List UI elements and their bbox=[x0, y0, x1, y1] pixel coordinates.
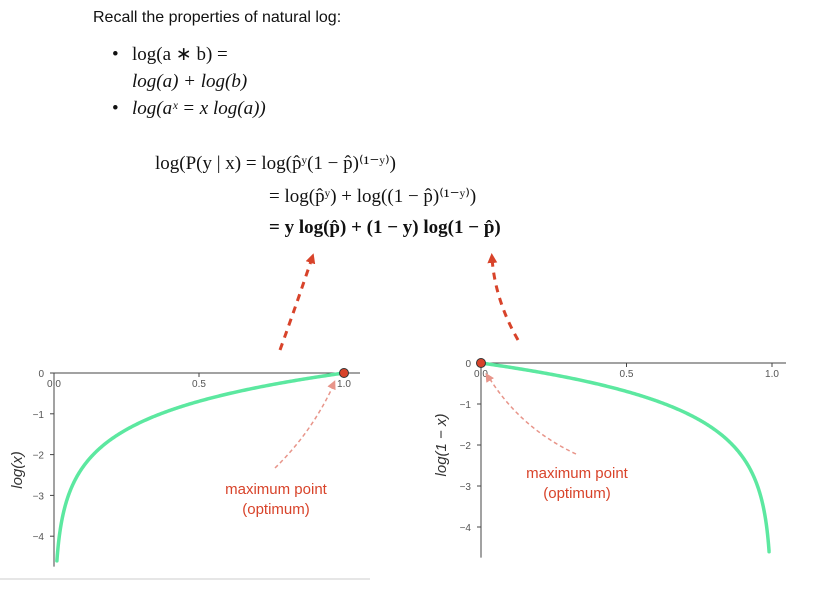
x-tick-label: 0.5 bbox=[620, 369, 634, 380]
y-tick-label: −1 bbox=[460, 400, 472, 411]
annotation-arrow bbox=[485, 372, 577, 455]
y-tick-label: −3 bbox=[460, 482, 472, 493]
y-tick-label: −2 bbox=[33, 451, 45, 462]
annotation-arrow bbox=[274, 380, 336, 469]
y-tick-label: −1 bbox=[33, 410, 45, 421]
y-tick-label: 0 bbox=[38, 369, 44, 380]
y-tick-label: −3 bbox=[33, 491, 45, 502]
derivation-line-2: = log(p̂ʸ) + log((1 − p̂)⁽¹⁻ʸ⁾) bbox=[269, 186, 477, 207]
annotation-line-2: (optimum) bbox=[242, 501, 310, 518]
y-axis-label: log(1 − x) bbox=[433, 414, 450, 477]
annotation-line-1: maximum point bbox=[526, 465, 629, 482]
maximum-point-marker bbox=[339, 368, 349, 378]
property-power: • log(aˣ = x log(a)) bbox=[112, 95, 266, 122]
y-tick-label: −4 bbox=[460, 523, 472, 534]
x-tick-label: 0.5 bbox=[192, 379, 206, 390]
arrow-to-log-phat bbox=[278, 253, 316, 351]
x-tick-label: 1.0 bbox=[765, 369, 779, 380]
property-product-line1: log(a ∗ b) = bbox=[132, 44, 228, 65]
annotation-line-2: (optimum) bbox=[543, 485, 611, 502]
intro-text: Recall the properties of natural log: bbox=[93, 9, 342, 26]
property-product-line2: log(a) + log(b) bbox=[132, 71, 248, 92]
chart-1: 0.0 0.5 1.0 0 −1 −2 −3 −4 log(x) maximum point (op… bbox=[0, 368, 370, 580]
chart-2: 0.0 0.5 1.0 0 −1 −2 −3 −4 log(1 − x) maximum poin… bbox=[433, 358, 786, 558]
bullet-marker: • bbox=[112, 44, 119, 65]
y-tick-label: 0 bbox=[465, 359, 471, 370]
y-tick-label: −4 bbox=[33, 532, 45, 543]
curve-series bbox=[479, 361, 771, 554]
x-tick-label: 0.0 bbox=[47, 379, 61, 390]
maximum-point-marker bbox=[476, 358, 486, 368]
annotation-line-1: maximum point bbox=[225, 481, 328, 498]
property-product: • log(a ∗ b) = log(a) + log(b) bbox=[112, 41, 266, 95]
derivation-line-3: = y log(p̂) + (1 − y) log(1 − p̂) bbox=[269, 217, 501, 238]
arrow-to-log-one-minus-phat bbox=[487, 253, 520, 341]
curve-series bbox=[55, 371, 346, 563]
y-tick-label: −2 bbox=[460, 441, 472, 452]
y-axis-label: log(x) bbox=[9, 451, 26, 489]
derivation-line-1: log(P(y | x) = log(p̂ʸ(1 − p̂)⁽¹⁻ʸ⁾) bbox=[155, 153, 396, 174]
property-power-line1: log(aˣ = x log(a)) bbox=[132, 98, 266, 119]
x-tick-label: 1.0 bbox=[337, 379, 351, 390]
x-tick-label: 0.0 bbox=[474, 369, 488, 380]
log-properties-list: • log(a ∗ b) = log(a) + log(b) • log(aˣ … bbox=[112, 41, 266, 122]
bullet-marker: • bbox=[112, 98, 119, 119]
